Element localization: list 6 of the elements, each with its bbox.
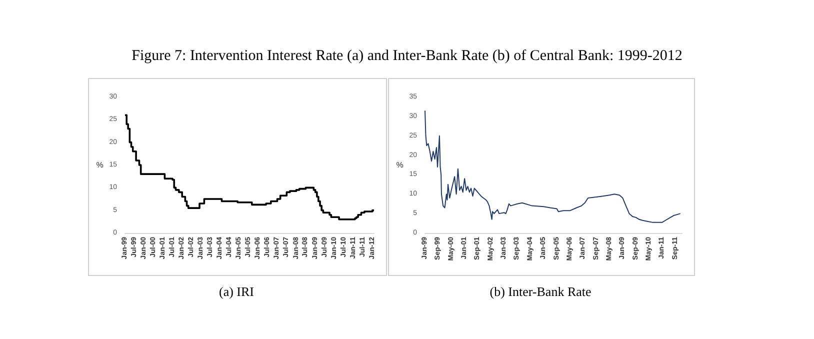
line-series — [424, 110, 681, 223]
text: Figure 7: Intervention Interest Rate (a) and Inter-Bank Rate (b) of Central Bank: 1999-2012 — [130, 48, 684, 65]
text: (a) IRI — [218, 284, 255, 300]
text: (b) Inter-Bank Rate — [488, 284, 592, 300]
y-axis-title: % — [396, 160, 404, 170]
y-axis-title: % — [96, 160, 104, 170]
